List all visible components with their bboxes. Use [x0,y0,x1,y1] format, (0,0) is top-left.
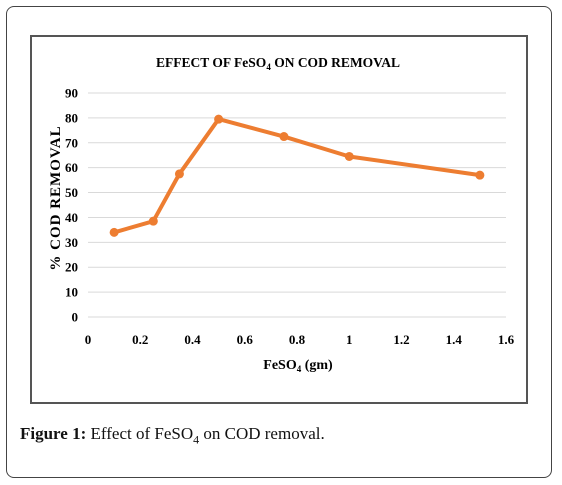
caption-label: Figure 1: [20,424,87,443]
figure-caption: Figure 1: Effect of FeSO4 on COD removal… [20,424,325,447]
x-tick-label-0.4: 0.4 [184,332,201,347]
y-tick-label-60: 60 [65,160,78,175]
data-point-2 [174,169,184,179]
data-point-5 [344,151,354,161]
y-tick-label-30: 30 [65,235,78,250]
data-point-3 [214,114,224,124]
x-axis-label: FeSO4 (gm) [263,358,333,374]
caption-subscript: 4 [193,432,200,447]
y-tick-label-70: 70 [65,135,78,150]
x-tick-label-0.6: 0.6 [237,332,254,347]
x-tick-label-1.6: 1.6 [498,332,515,347]
data-point-0 [109,227,119,237]
y-tick-labels: 0 10 20 30 40 50 60 70 80 90 [65,86,78,325]
x-tick-labels: 0 0.2 0.4 0.6 0.8 1 1.2 1.4 1.6 [85,332,515,347]
caption-text-after: on COD removal. [199,424,325,443]
data-point-1 [148,216,158,226]
y-tick-label-0: 0 [72,310,79,325]
x-tick-label-0.8: 0.8 [289,332,306,347]
y-tick-label-80: 80 [65,110,78,125]
caption-text-before: Effect of FeSO [90,424,194,443]
y-axis-label: % COD REMOVAL [48,125,64,270]
x-tick-label-1.4: 1.4 [446,332,463,347]
y-tick-label-90: 90 [65,86,78,101]
y-tick-label-50: 50 [65,185,78,200]
data-point-4 [279,132,289,142]
series-group [109,114,485,237]
x-tick-label-1.2: 1.2 [393,332,409,347]
x-tick-label-0: 0 [85,332,92,347]
chart-title: EFFECT OF FeSO4 ON COD REMOVAL [156,55,400,72]
x-tick-label-1: 1 [346,332,353,347]
chart-border [30,35,528,404]
y-tick-label-20: 20 [65,260,78,275]
x-tick-label-0.2: 0.2 [132,332,148,347]
y-tick-label-10: 10 [65,285,78,300]
y-tick-label-40: 40 [65,210,78,225]
data-point-6 [475,170,485,180]
grid-lines [88,92,506,318]
figure-frame [6,6,552,478]
